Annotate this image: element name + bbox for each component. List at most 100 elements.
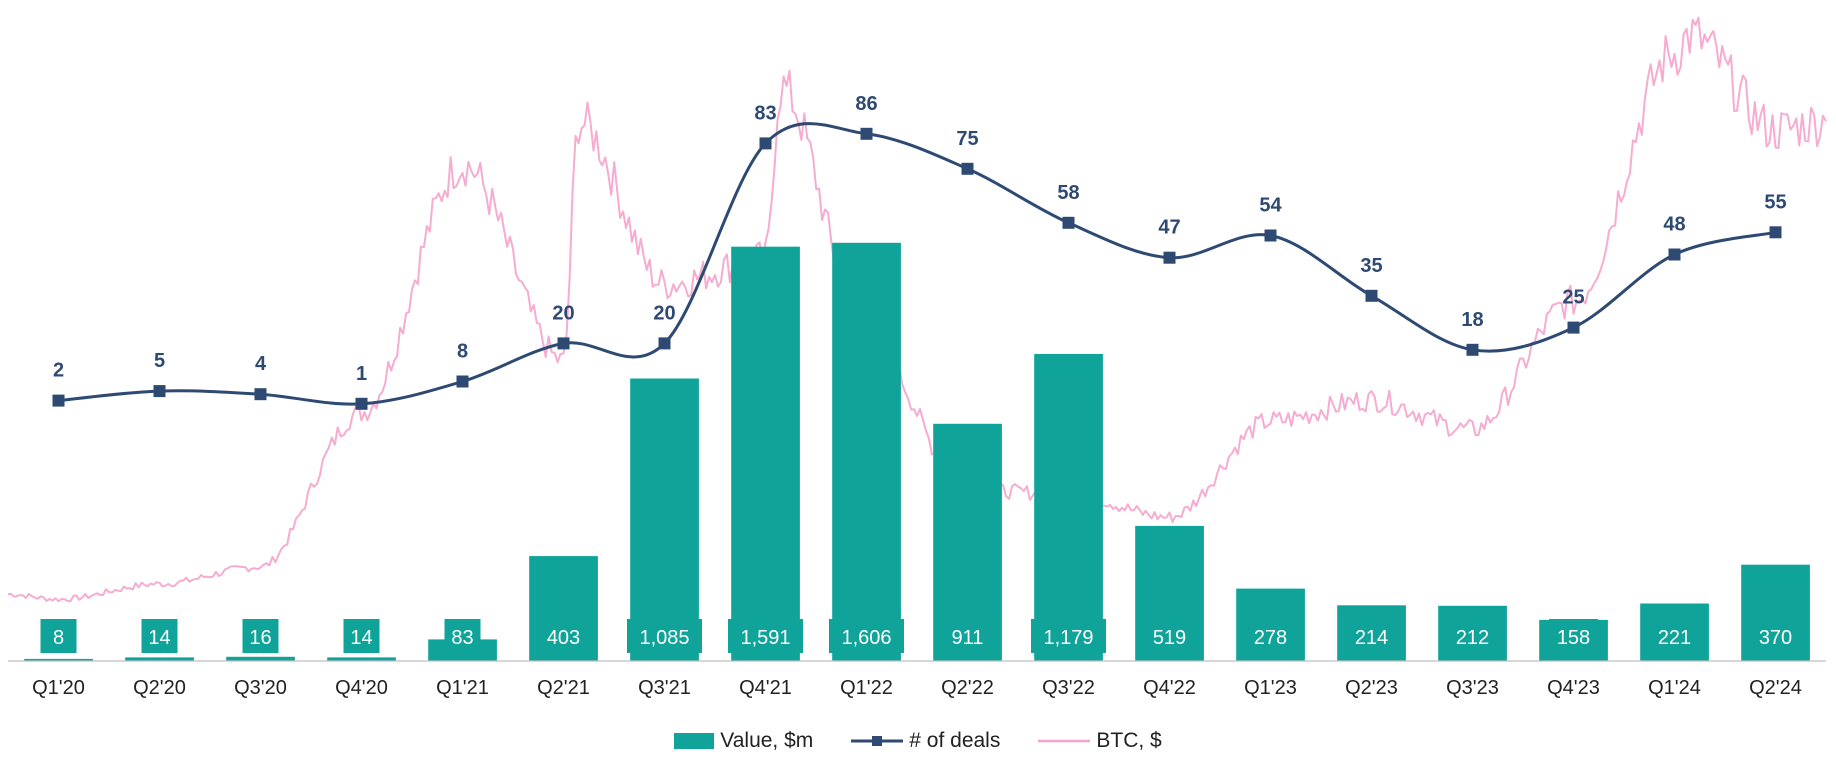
legend-label-deals: # of deals — [909, 729, 1001, 752]
deals-marker-Q4'21 — [759, 137, 772, 150]
bar-label-Q1'22: 1,606 — [829, 619, 904, 653]
bar-value-Q2'20 — [125, 657, 194, 661]
bars-layer — [24, 242, 1810, 662]
bar-label-Q2'23: 214 — [1347, 619, 1396, 653]
x-tick-Q4'21: Q4'21 — [739, 677, 792, 699]
bar-label-Q3'22: 1,179 — [1031, 619, 1106, 653]
bar-label-Q1'21: 83 — [444, 619, 481, 653]
deals-label-Q3'23: 18 — [1461, 309, 1483, 331]
x-tick-Q3'23: Q3'23 — [1446, 677, 1499, 699]
bar-label-text: 1,606 — [841, 627, 891, 649]
x-tick-Q2'23: Q2'23 — [1345, 677, 1398, 699]
bar-value-Q3'21 — [630, 378, 699, 661]
bar-label-Q2'24: 370 — [1751, 619, 1800, 653]
deals-label-Q3'20: 4 — [255, 353, 267, 375]
deals-label-Q2'23: 35 — [1360, 255, 1382, 277]
x-tick-Q4'23: Q4'23 — [1547, 677, 1600, 699]
bar-label-text: 1,085 — [639, 627, 689, 649]
bar-label-Q1'20: 8 — [40, 619, 77, 653]
deals-marker-Q2'24 — [1769, 226, 1782, 239]
x-tick-Q4'22: Q4'22 — [1143, 677, 1196, 699]
bar-label-Q4'21: 1,591 — [728, 619, 803, 653]
deals-label-Q3'21: 20 — [653, 302, 675, 324]
legend-item-btc: BTC, $ — [1038, 729, 1162, 753]
bar-value-Q1'20 — [24, 658, 93, 661]
deals-marker-Q3'21 — [658, 337, 671, 350]
bar-label-Q4'22: 519 — [1145, 619, 1194, 653]
x-tick-Q3'20: Q3'20 — [234, 677, 287, 699]
legend-item-value: Value, $m — [674, 729, 813, 753]
x-tick-Q2'22: Q2'22 — [941, 677, 994, 699]
legend-label-value: Value, $m — [720, 729, 814, 752]
bar-label-Q4'20: 14 — [343, 619, 380, 653]
deals-marker-Q1'20 — [52, 394, 65, 407]
bar-label-text: 911 — [952, 627, 984, 649]
bar-label-Q2'21: 403 — [539, 619, 588, 653]
bar-label-text: 370 — [1759, 627, 1792, 649]
bar-label-text: 158 — [1557, 627, 1590, 649]
bar-label-text: 519 — [1153, 627, 1186, 649]
x-tick-Q3'22: Q3'22 — [1042, 677, 1095, 699]
bar-label-Q2'22: 911 — [943, 619, 992, 653]
deals-marker-Q4'20 — [355, 397, 368, 410]
x-tick-Q2'21: Q2'21 — [537, 677, 590, 699]
bar-label-text: 214 — [1355, 627, 1388, 649]
deals-marker-Q2'20 — [153, 385, 166, 398]
bar-label-text: 221 — [1658, 627, 1691, 649]
deals-label-Q4'21: 83 — [754, 102, 776, 124]
btc-price-layer — [7, 16, 1827, 603]
bar-label-Q2'20: 14 — [141, 619, 178, 653]
deals-marker-Q2'22 — [961, 162, 974, 175]
deals-marker-Q1'23 — [1264, 229, 1277, 242]
deals-label-Q2'22: 75 — [956, 128, 978, 150]
deals-label-Q3'22: 58 — [1057, 182, 1079, 204]
x-tick-Q1'20: Q1'20 — [32, 677, 85, 699]
bar-value-Q1'22 — [832, 242, 901, 662]
bar-label-text: 14 — [148, 627, 170, 649]
deals-marker-Q3'20 — [254, 388, 267, 401]
bar-label-Q3'21: 1,085 — [627, 619, 702, 653]
bar-value-Q3'20 — [226, 656, 295, 661]
bar-labels-layer: 8 14 16 14 83 403 1,085 1,591 1,606 911 1,179 519 27… — [40, 619, 1800, 653]
deals-label-Q2'20: 5 — [154, 350, 165, 372]
deals-label-Q1'20: 2 — [53, 360, 64, 382]
btc-price-line — [7, 16, 1827, 603]
legend-swatch-deals — [851, 736, 904, 746]
deals-marker-Q4'22 — [1163, 251, 1176, 264]
legend-label-btc: BTC, $ — [1096, 729, 1162, 752]
deals-label-Q4'22: 47 — [1158, 217, 1180, 239]
bar-label-text: 1,591 — [740, 627, 790, 649]
deals-marker-Q1'22 — [860, 127, 873, 140]
deals-marker-Q2'21 — [557, 337, 570, 350]
bar-label-Q4'23: 158 — [1549, 619, 1598, 653]
legend-swatch-value — [674, 733, 715, 749]
bar-label-Q1'23: 278 — [1246, 619, 1295, 653]
bar-value-Q4'20 — [327, 657, 396, 661]
bar-label-Q1'24: 221 — [1650, 619, 1699, 653]
deals-marker-Q1'21 — [456, 375, 469, 388]
x-tick-Q2'24: Q2'24 — [1749, 677, 1802, 699]
bar-label-text: 8 — [53, 627, 64, 649]
legend: Value, $m # of deals BTC, $ — [0, 726, 1836, 756]
bar-label-Q3'20: 16 — [242, 619, 279, 653]
bar-label-text: 14 — [350, 627, 372, 649]
deals-marker-Q2'23 — [1365, 289, 1378, 302]
bar-value-Q4'21 — [731, 246, 800, 661]
bar-label-Q3'23: 212 — [1448, 619, 1497, 653]
x-axis-ticks: Q1'20 Q2'20 Q3'20 Q4'20 Q1'21 Q2'21 Q3'21 Q4'21… — [32, 677, 1802, 699]
deals-label-Q4'20: 1 — [356, 363, 367, 385]
bar-label-text: 278 — [1254, 627, 1287, 649]
x-tick-Q1'24: Q1'24 — [1648, 677, 1701, 699]
bar-value-Q3'22 — [1034, 354, 1103, 661]
bar-label-text: 403 — [547, 627, 580, 649]
x-tick-Q2'20: Q2'20 — [133, 677, 186, 699]
deals-label-Q1'21: 8 — [457, 341, 468, 363]
x-tick-Q1'21: Q1'21 — [436, 677, 489, 699]
deals-marker-Q1'24 — [1668, 248, 1681, 261]
deals-marker-Q4'23 — [1567, 321, 1580, 334]
bar-label-text: 16 — [249, 627, 271, 649]
x-tick-Q3'21: Q3'21 — [638, 677, 691, 699]
deals-label-Q4'23: 25 — [1562, 287, 1584, 309]
